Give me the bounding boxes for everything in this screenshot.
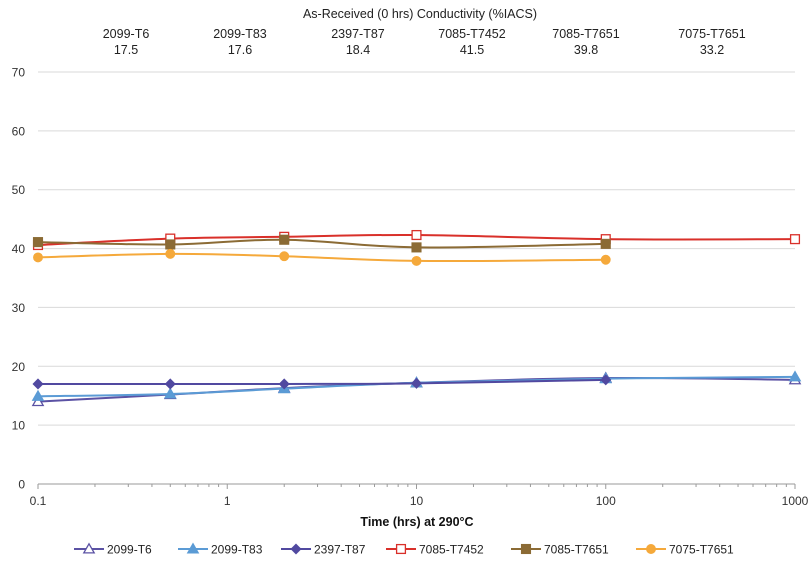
- header-value-label: 33.2: [700, 43, 724, 57]
- legend-item: 2397-T87: [281, 543, 366, 557]
- x-tick-label: 10: [410, 494, 424, 508]
- data-point: [788, 370, 802, 382]
- data-point: [82, 542, 96, 554]
- data-point: [520, 543, 532, 555]
- header-alloy-label: 2099-T83: [213, 27, 267, 41]
- legend-label: 7085-T7452: [419, 543, 484, 557]
- y-tick-label: 0: [18, 478, 25, 492]
- legend-item: 7085-T7452: [386, 543, 484, 557]
- series-7085-t7651: [32, 234, 611, 253]
- legend-label: 2397-T87: [314, 543, 366, 557]
- y-tick-label: 20: [12, 360, 26, 374]
- data-point: [32, 237, 44, 248]
- data-point: [600, 254, 611, 265]
- series-line: [37, 238, 606, 249]
- data-point: [163, 387, 177, 399]
- header-alloy-label: 2397-T87: [331, 27, 385, 41]
- x-axis: 0.1 1 10 100 1000: [30, 484, 809, 508]
- x-tick-label: 1: [224, 494, 231, 508]
- data-point: [31, 395, 45, 407]
- data-point: [279, 234, 290, 245]
- x-tick-label: 100: [596, 494, 616, 508]
- data-point: [411, 229, 422, 241]
- header-value-label: 18.4: [346, 43, 370, 57]
- data-point: [31, 389, 45, 401]
- legend-label: 2099-T83: [211, 543, 263, 557]
- series-group: [31, 229, 802, 407]
- header-alloy-label: 2099-T6: [103, 27, 150, 41]
- y-tick-label: 30: [12, 301, 26, 315]
- data-point: [395, 543, 407, 555]
- header-value-label: 17.5: [114, 43, 138, 57]
- header-title: As-Received (0 hrs) Conductivity (%IACS): [303, 7, 537, 21]
- legend-label: 7085-T7651: [544, 543, 609, 557]
- data-point: [411, 255, 422, 266]
- header-alloy-label: 7075-T7651: [678, 27, 745, 41]
- data-point: [789, 234, 801, 245]
- header-alloy-label: 7085-T7452: [438, 27, 505, 41]
- data-point: [411, 242, 422, 253]
- legend-item: 7085-T7651: [511, 543, 609, 557]
- data-point: [165, 239, 176, 250]
- grid-lines: [38, 71, 795, 485]
- legend-label: 7075-T7651: [669, 543, 734, 557]
- data-point: [32, 378, 44, 390]
- series-line: [37, 233, 796, 247]
- data-point: [33, 252, 43, 263]
- header-value-label: 39.8: [574, 43, 598, 57]
- data-point: [600, 238, 611, 249]
- data-point: [290, 543, 302, 555]
- x-axis-label: Time (hrs) at 290°C: [360, 515, 473, 529]
- legend-label: 2099-T6: [107, 543, 152, 557]
- data-point: [165, 248, 176, 259]
- y-tick-label: 10: [12, 419, 26, 433]
- series-line: [37, 252, 606, 263]
- data-point: [410, 377, 423, 389]
- legend-item: 7075-T7651: [636, 543, 734, 557]
- series-2397-t87: [32, 374, 612, 390]
- y-tick-label: 50: [12, 183, 26, 197]
- x-tick-label: 0.1: [30, 494, 47, 508]
- y-tick-label: 40: [12, 242, 26, 256]
- y-tick-label: 70: [12, 66, 26, 80]
- x-tick-label: 1000: [782, 494, 809, 508]
- header-value-label: 41.5: [460, 43, 484, 57]
- series-7075-t7651: [33, 248, 611, 266]
- data-point: [646, 544, 656, 554]
- legend: 2099-T6 2099-T83 2397-T87 7085-T7452 7085-T7…: [74, 542, 734, 557]
- data-point: [164, 378, 176, 390]
- legend-item: 2099-T6: [74, 542, 152, 557]
- legend-item: 2099-T83: [178, 542, 263, 557]
- header-alloy-label: 7085-T7651: [552, 27, 619, 41]
- y-axis: 0 10 20 30 40 50 60 70: [12, 66, 26, 492]
- data-point: [600, 374, 612, 386]
- header-table: 2099-T6 17.5 2099-T83 17.6 2397-T87 18.4 7085-…: [103, 27, 746, 57]
- data-point: [279, 251, 290, 262]
- header-value-label: 17.6: [228, 43, 252, 57]
- data-point: [186, 542, 200, 554]
- y-tick-label: 60: [12, 124, 26, 138]
- data-point: [278, 378, 290, 390]
